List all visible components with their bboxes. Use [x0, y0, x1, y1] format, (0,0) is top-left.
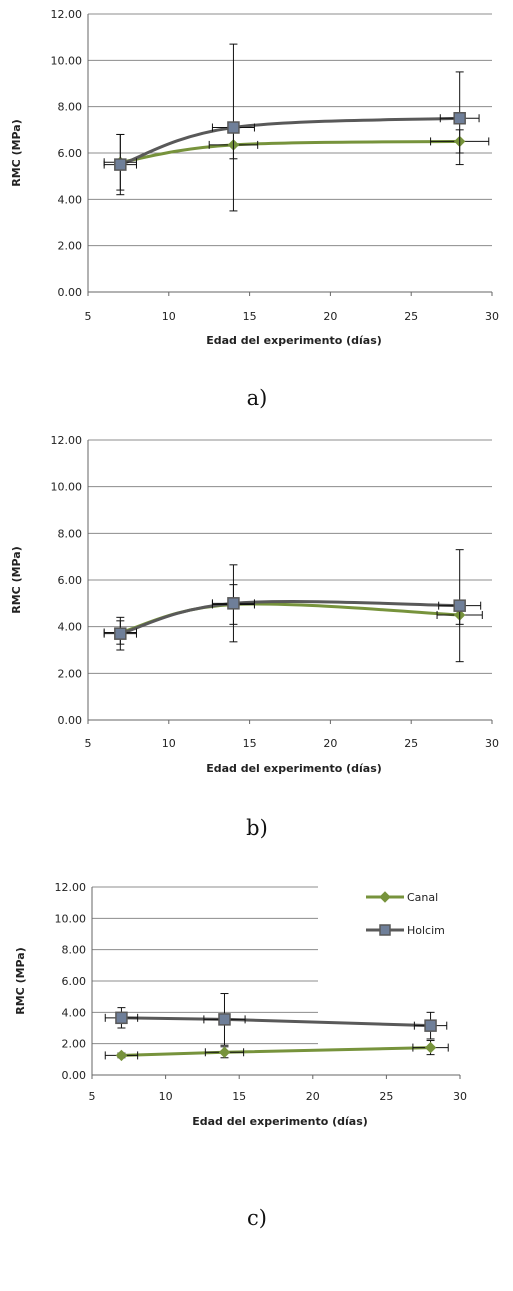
legend: Canal Holcim	[366, 891, 445, 937]
y-tick-label: 0.00	[62, 1069, 87, 1082]
data-point	[227, 121, 240, 134]
series-marks-0	[103, 584, 483, 645]
data-point	[453, 112, 466, 125]
panel-label: a)	[247, 386, 268, 410]
x-tick-label: 20	[323, 310, 337, 323]
x-axis-label: Edad del experimento (días)	[206, 762, 382, 775]
y-tick-label: 10.00	[55, 912, 87, 925]
x-tick-label: 5	[85, 737, 92, 750]
x-tick-label: 5	[85, 310, 92, 323]
x-tick-label: 10	[159, 1090, 173, 1103]
y-tick-label: 4.00	[58, 193, 83, 206]
series-holcim	[119, 600, 460, 636]
data-point	[424, 1041, 437, 1054]
x-tick-label: 25	[379, 1090, 393, 1103]
x-tick-label: 30	[485, 310, 499, 323]
y-tick-label: 4.00	[58, 621, 83, 634]
series-marks-0	[104, 1040, 449, 1062]
series-marks-1	[103, 43, 480, 212]
y-tick-label: 8.00	[58, 527, 83, 540]
y-axis-label: RMC (MPa)	[14, 947, 27, 1015]
gridlines	[88, 13, 492, 293]
data-point	[115, 1011, 128, 1025]
y-axis-label: RMC (MPa)	[10, 546, 23, 614]
series-canal	[119, 602, 460, 634]
series-line	[119, 600, 460, 636]
series-line	[119, 116, 460, 167]
legend-item: Holcim	[366, 924, 445, 937]
chart-b: 0.00 2.00 4.00 6.00 8.00 10.00 12.00 5 10 15 20 25 3…	[10, 434, 499, 840]
x-tick-label: 25	[404, 310, 418, 323]
x-tick-label: 10	[162, 310, 176, 323]
data-point	[227, 597, 240, 610]
data-point	[114, 158, 127, 171]
series-line	[120, 139, 460, 164]
series-holcim	[121, 1016, 431, 1028]
panel-label: b)	[246, 816, 268, 840]
data-point	[218, 1013, 231, 1026]
y-tick-label: 8.00	[62, 944, 87, 957]
x-tick-label: 25	[404, 737, 418, 750]
series-line	[121, 1016, 431, 1028]
chart-a: 0.00 2.00 4.00 6.00 8.00 10.00 12.00 5 10 15 20 25 3…	[10, 8, 499, 410]
legend-marker	[379, 924, 391, 936]
panel-label: c)	[247, 1206, 267, 1230]
y-tick-label: 2.00	[58, 240, 83, 253]
legend-marker	[379, 891, 391, 903]
y-tick-label: 8.00	[58, 101, 83, 114]
data-point	[114, 627, 127, 640]
y-tick-label: 12.00	[51, 8, 83, 21]
series-canal	[120, 139, 460, 164]
series-holcim	[119, 116, 460, 167]
y-tick-label: 6.00	[58, 147, 83, 160]
x-tick-label: 15	[243, 310, 257, 323]
legend-label: Holcim	[407, 924, 445, 937]
y-tick-label: 0.00	[58, 714, 83, 727]
chart-c: 0.00 2.00 4.00 6.00 8.00 10.00 12.00 5 10 15 20 25 3…	[14, 881, 467, 1230]
legend-label: Canal	[407, 891, 438, 904]
y-tick-label: 6.00	[62, 975, 87, 988]
y-tick-label: 2.00	[62, 1038, 87, 1051]
x-tick-label: 30	[485, 737, 499, 750]
y-tick-label: 12.00	[51, 434, 83, 447]
series-canal	[121, 1046, 431, 1057]
series-marks-1	[104, 993, 448, 1046]
y-tick-label: 10.00	[51, 54, 83, 67]
gridlines	[92, 886, 460, 1076]
y-tick-label: 0.00	[58, 286, 83, 299]
x-tick-label: 20	[306, 1090, 320, 1103]
x-tick-label: 5	[89, 1090, 96, 1103]
x-tick-label: 15	[232, 1090, 246, 1103]
legend-item: Canal	[366, 891, 438, 904]
gridlines	[88, 439, 492, 721]
data-point	[424, 1019, 437, 1032]
series-marks-1	[103, 549, 482, 663]
x-axis-label: Edad del experimento (días)	[192, 1115, 368, 1128]
x-tick-label: 20	[323, 737, 337, 750]
y-tick-label: 6.00	[58, 574, 83, 587]
y-tick-label: 10.00	[51, 481, 83, 494]
y-tick-label: 4.00	[62, 1006, 87, 1019]
series-line	[121, 1046, 431, 1057]
data-point	[218, 1046, 231, 1058]
y-tick-label: 12.00	[55, 881, 87, 894]
x-tick-label: 15	[243, 737, 257, 750]
y-axis-label: RMC (MPa)	[10, 119, 23, 187]
x-tick-label: 30	[453, 1090, 467, 1103]
y-tick-label: 2.00	[58, 667, 83, 680]
x-tick-label: 10	[162, 737, 176, 750]
data-point	[453, 599, 466, 612]
series-line	[119, 602, 460, 634]
x-axis-label: Edad del experimento (días)	[206, 334, 382, 347]
data-point	[115, 1049, 128, 1062]
series-marks-0	[103, 129, 490, 191]
